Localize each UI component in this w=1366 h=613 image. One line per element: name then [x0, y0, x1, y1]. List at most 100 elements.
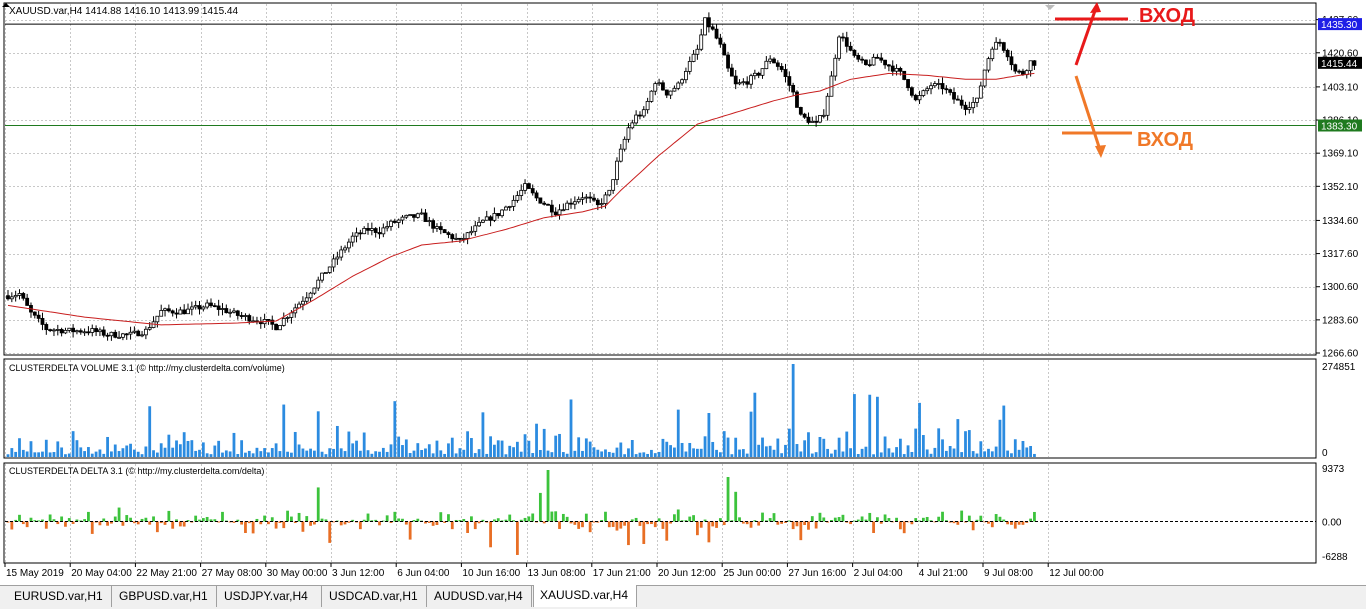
- chart-tab-eurusd[interactable]: EURUSD.var,H1: [8, 586, 112, 607]
- candle-body: [611, 179, 616, 191]
- candle-body: [779, 66, 784, 70]
- candle-body: [500, 209, 504, 217]
- delta-bar: [895, 517, 898, 522]
- delta-bar: [630, 519, 634, 522]
- delta-bar: [500, 520, 504, 522]
- candle-body: [75, 330, 79, 333]
- candle-body: [484, 216, 489, 221]
- candle-body: [121, 333, 125, 338]
- volume-bar: [830, 453, 833, 457]
- volume-bar: [619, 442, 623, 457]
- delta-bar: [791, 521, 795, 530]
- arrow-up-icon: [1090, 2, 1101, 13]
- delta-bar: [795, 521, 799, 527]
- delta-bar: [810, 516, 814, 522]
- candle-body: [887, 64, 891, 67]
- volume-bar: [596, 449, 600, 457]
- volume-bar: [385, 451, 389, 457]
- candle-body: [760, 68, 765, 76]
- candle-body: [316, 279, 321, 289]
- volume-bar: [343, 451, 347, 457]
- delta-bar: [67, 518, 71, 522]
- delta-bar: [397, 518, 401, 522]
- volume-bar: [190, 440, 194, 457]
- delta-bar: [546, 470, 550, 522]
- chart-tab-xauusd[interactable]: XAUUSD.var,H4: [533, 585, 637, 607]
- volume-bar: [221, 452, 224, 457]
- candle-body: [649, 90, 654, 102]
- candle-body: [82, 331, 87, 334]
- delta-bar: [393, 511, 397, 522]
- volume-bar: [178, 444, 182, 457]
- volume-bar: [826, 448, 830, 457]
- chart-tab-usdjpy[interactable]: USDJPY.var,H4: [218, 586, 322, 607]
- delta-bar: [328, 521, 332, 543]
- candle-body: [1032, 60, 1037, 66]
- delta-bar: [990, 521, 994, 528]
- candle-body: [232, 310, 236, 313]
- chart-tab-audusd[interactable]: AUDUSD.var,H4: [428, 586, 532, 607]
- time-axis-label: 3 Jun 12:00: [332, 568, 385, 579]
- price-marker-box: [1318, 18, 1362, 31]
- volume-bar: [868, 394, 872, 457]
- volume-bar: [833, 449, 837, 457]
- volume-bar: [749, 411, 753, 457]
- delta-bar: [75, 519, 79, 522]
- delta-bar: [604, 511, 607, 522]
- volume-bar: [485, 453, 489, 457]
- volume-bar: [462, 449, 466, 457]
- candle-body: [52, 329, 56, 332]
- candle-body: [523, 183, 527, 191]
- volume-bar: [680, 442, 684, 457]
- delta-bar: [688, 516, 692, 522]
- volume-bar: [56, 441, 60, 457]
- candle-body: [588, 196, 593, 199]
- candle-body: [898, 68, 903, 72]
- candle-body: [741, 81, 746, 84]
- candle-body: [990, 48, 995, 60]
- delta-bar: [512, 520, 515, 522]
- volume-bar: [1017, 449, 1021, 457]
- candle-body: [492, 213, 497, 221]
- candle-body: [350, 235, 355, 243]
- volume-bar: [573, 450, 577, 457]
- volume-bar: [757, 444, 761, 457]
- delta-bar: [921, 517, 925, 522]
- volume-bar: [362, 432, 366, 457]
- volume-bar: [837, 437, 841, 457]
- volume-bar: [424, 448, 427, 457]
- chart-tab-gbpusd[interactable]: GBPUSD.var,H1: [113, 586, 217, 607]
- delta-bar: [577, 521, 581, 529]
- delta-bar: [879, 521, 883, 524]
- delta-bar: [856, 519, 860, 522]
- delta-bar: [699, 521, 703, 528]
- candle-body: [1005, 49, 1010, 58]
- volume-bar: [263, 448, 267, 457]
- candle-body: [216, 305, 221, 310]
- candle-body: [124, 333, 129, 336]
- volume-bar: [550, 452, 554, 457]
- candle-body: [860, 58, 864, 61]
- delta-bar: [592, 521, 596, 523]
- candle-body: [331, 258, 336, 268]
- volume-bar: [753, 392, 757, 457]
- volume-bar: [718, 452, 722, 457]
- chart-tab-usdcad[interactable]: USDCAD.var,H1: [323, 586, 427, 607]
- candle-body: [266, 319, 271, 321]
- time-axis-label: 17 Jun 21:00: [593, 568, 651, 579]
- volume-bar: [25, 451, 29, 457]
- candle-body: [710, 26, 715, 30]
- candle-body: [32, 311, 37, 316]
- delta-bar: [680, 520, 684, 522]
- delta-bar: [638, 521, 642, 526]
- delta-bar: [596, 521, 600, 523]
- candle-body: [542, 202, 547, 205]
- volume-bar: [653, 453, 657, 457]
- volume-bar: [722, 431, 726, 457]
- delta-bar: [600, 519, 604, 522]
- volume-bar: [282, 404, 286, 457]
- candle-body: [676, 82, 681, 89]
- volume-bar: [784, 444, 787, 457]
